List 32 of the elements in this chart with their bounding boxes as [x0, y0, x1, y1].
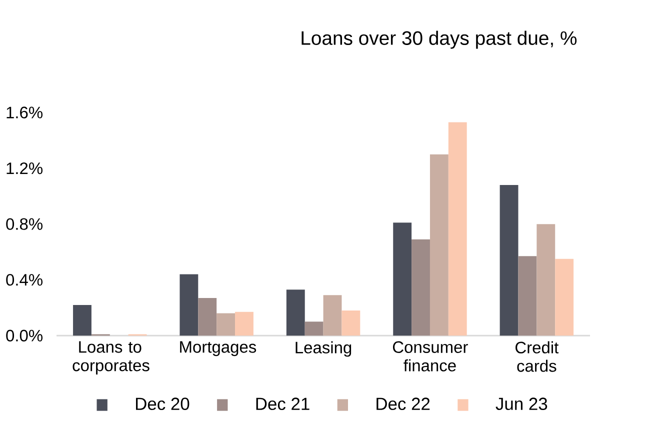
legend-label: Dec 21: [256, 398, 310, 410]
x-tick-label: Leasing: [296, 341, 352, 356]
y-tick-label: 1.2%: [6, 162, 43, 174]
bar: [393, 222, 412, 336]
legend-label: Dec 20: [136, 398, 190, 410]
y-tick-label: 1.6%: [6, 106, 43, 118]
x-tick-label: Credit cards: [516, 341, 559, 372]
x-tick-label: Loans to corporates: [72, 341, 150, 374]
bar: [342, 310, 360, 336]
bar: [500, 184, 518, 336]
legend-label: Jun 23: [496, 398, 548, 410]
bar: [286, 289, 305, 336]
bar: [304, 321, 324, 336]
y-tick-label: 0.0%: [6, 330, 43, 342]
y-tick-label: 0.4%: [6, 274, 43, 286]
x-tick-label: Mortgages: [180, 341, 256, 356]
bar: [518, 256, 537, 336]
bar: [73, 304, 92, 336]
legend-label: Dec 22: [376, 398, 430, 410]
bar: [180, 274, 198, 336]
bar: [536, 224, 556, 336]
bar: [323, 294, 342, 336]
bar: [412, 239, 430, 336]
bar: [216, 313, 236, 336]
x-tick-label: Consumer finance: [392, 341, 468, 372]
bar: [448, 122, 467, 336]
bar: [555, 258, 574, 336]
chart-title: Loans over 30 days past due, %: [302, 30, 577, 49]
bar: [235, 312, 254, 336]
bar: [430, 154, 448, 336]
bar: [198, 298, 217, 336]
y-tick-label: 0.8%: [6, 218, 43, 230]
